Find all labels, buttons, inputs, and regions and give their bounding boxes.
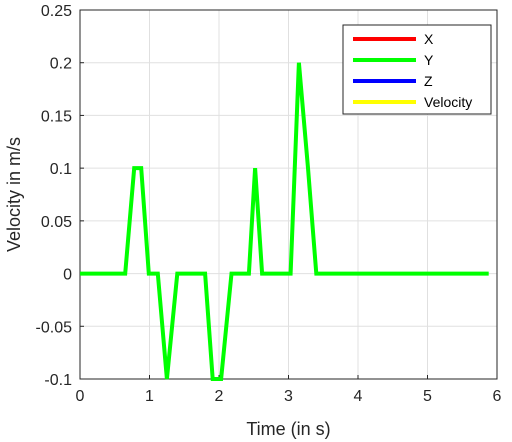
y-tick-label: -0.05	[36, 319, 73, 336]
x-tick-label: 5	[423, 388, 432, 405]
y-tick-label: 0	[63, 267, 72, 284]
y-tick-label: 0.15	[41, 108, 72, 125]
x-tick-label: 2	[215, 388, 224, 405]
y-tick-label: 0.05	[41, 214, 72, 231]
x-tick-label: 0	[76, 388, 85, 405]
x-tick-label: 6	[493, 388, 502, 405]
x-tick-label: 3	[284, 388, 293, 405]
series-layer	[80, 62, 489, 381]
legend-label-z: Z	[424, 73, 433, 89]
x-axis-label: Time (in s)	[246, 419, 330, 439]
y-tick-label: 0.25	[41, 3, 72, 20]
series-line-y	[80, 62, 489, 381]
legend-label-y: Y	[424, 52, 434, 68]
ticks: 0 1 2 3 4 5 6 -0.1 -0.05 0 0.05 0.1 0.15 0.2 0.25	[36, 3, 502, 405]
legend: XYZ Velocity	[342, 24, 492, 115]
legend-label-x: X	[424, 31, 434, 47]
y-tick-label: 0.1	[50, 161, 72, 178]
x-tick-label: 4	[354, 388, 363, 405]
y-tick-label: 0.2	[50, 56, 72, 73]
y-tick-label: -0.1	[44, 372, 72, 389]
y-axis-label: Velocity in m/s	[4, 137, 24, 252]
x-tick-label: 1	[145, 388, 154, 405]
legend-label-velocity: Velocity	[424, 94, 472, 110]
